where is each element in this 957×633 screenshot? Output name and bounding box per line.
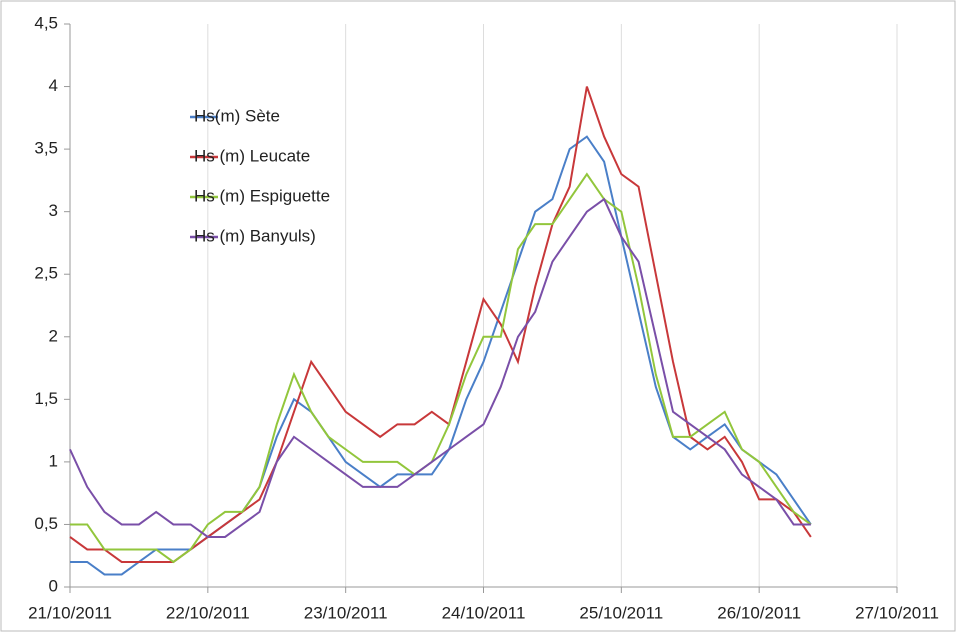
series-line <box>70 172 812 564</box>
y-tick-label: 0,5 <box>34 514 58 533</box>
x-tick-label: 25/10/2011 <box>579 603 663 622</box>
x-tick-label: 22/10/2011 <box>166 603 250 622</box>
x-tick-label: 24/10/2011 <box>442 603 526 622</box>
legend-label: Hs (m) Banyuls) <box>194 226 316 245</box>
legend-label: Hs(m) Sète <box>194 106 280 125</box>
y-tick-label: 2,5 <box>34 264 58 283</box>
x-tick-label: 21/10/2011 <box>28 603 112 622</box>
series-line <box>70 135 812 576</box>
series-line <box>69 86 812 563</box>
series-line <box>69 197 811 538</box>
legend-label: Hs (m) Espiguette <box>194 186 330 205</box>
legend-label: Hs (m) Leucate <box>194 146 310 165</box>
x-tick-label: 23/10/2011 <box>304 603 388 622</box>
y-tick-label: 4 <box>49 76 58 95</box>
y-tick-label: 2 <box>49 326 58 345</box>
y-tick-label: 3 <box>49 201 58 220</box>
y-tick-label: 1,5 <box>34 389 58 408</box>
y-tick-label: 1 <box>49 451 58 470</box>
x-tick-label: 26/10/2011 <box>717 603 801 622</box>
x-tick-label: 27/10/2011 <box>855 603 939 622</box>
y-tick-label: 3,5 <box>34 139 58 158</box>
y-tick-label: 4,5 <box>34 13 58 32</box>
y-tick-label: 0 <box>49 576 58 595</box>
